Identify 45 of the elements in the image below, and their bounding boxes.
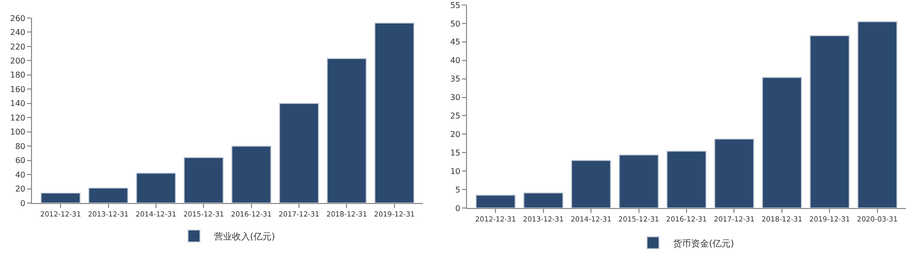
bar [571, 160, 612, 208]
bar [136, 172, 176, 203]
y-tick-label: 140 [10, 99, 26, 108]
y-tick-label: 120 [10, 113, 26, 122]
legend-label: 货币资金(亿元) [673, 238, 734, 250]
y-tick-label: 5 [455, 185, 460, 194]
bar [618, 154, 659, 208]
bar [762, 76, 802, 208]
legend-label: 营业收入(亿元) [214, 232, 276, 243]
y-tick-label: 240 [10, 28, 26, 38]
y-tick-label: 220 [10, 42, 26, 52]
y-tick-label: 20 [15, 184, 26, 194]
bar [40, 192, 81, 203]
y-tick-label: 40 [15, 170, 26, 180]
y-tick-label: 200 [10, 56, 26, 66]
bar [184, 156, 224, 203]
bar [714, 138, 754, 208]
y-tick-label: 30 [450, 93, 460, 102]
bar [88, 188, 128, 203]
y-tick-label: 80 [15, 142, 26, 151]
y-tick-label: 50 [450, 19, 460, 28]
y-tick-label: 45 [450, 38, 460, 47]
y-tick-label: 180 [10, 70, 26, 80]
y-tick-label: 260 [10, 14, 26, 23]
bar [523, 192, 564, 208]
y-tick-label: 0 [455, 204, 460, 213]
bar [278, 102, 320, 203]
bar [374, 22, 414, 203]
y-tick-label: 15 [450, 148, 460, 158]
y-tick-label: 35 [450, 74, 460, 84]
y-tick-label: 20 [450, 130, 460, 139]
y-tick-label: 0 [20, 198, 26, 208]
y-tick-label: 25 [450, 112, 460, 121]
y-tick-label: 60 [15, 156, 26, 166]
bar [857, 21, 898, 208]
bar [810, 35, 850, 208]
bar [231, 146, 272, 203]
y-tick-label: 160 [10, 84, 26, 94]
y-tick-label: 100 [10, 128, 26, 137]
y-tick-label: 40 [450, 56, 460, 66]
bar [476, 194, 516, 208]
y-tick-label: 10 [450, 166, 460, 176]
bar [666, 150, 707, 208]
bar [326, 58, 367, 203]
y-tick-label: 55 [450, 0, 460, 10]
